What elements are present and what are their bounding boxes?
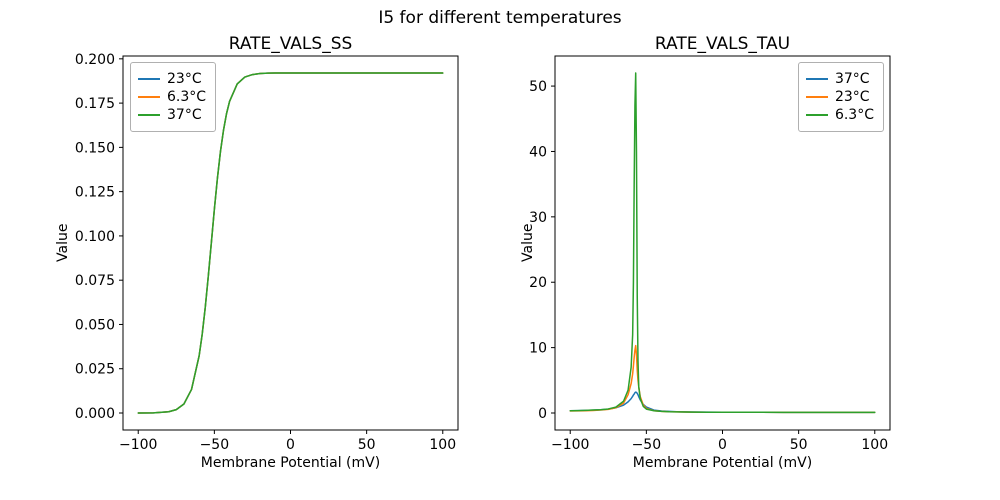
axes-frame-tau — [554, 55, 891, 431]
y-tick-label-ss: 0.050 — [75, 317, 115, 333]
y-tick-label-tau: 10 — [529, 341, 547, 357]
y-tick-label-ss: 0.150 — [75, 140, 115, 156]
legend-item: 37°C — [805, 71, 874, 87]
x-axis-label-tau: Membrane Potential (mV) — [632, 455, 813, 471]
y-axis-label-tau: Value — [520, 223, 536, 263]
legend-tau: 37°C 23°C 6.3°C — [797, 62, 884, 132]
y-tick-label-ss: 0.200 — [75, 52, 115, 68]
legend-line-swatch — [138, 78, 160, 80]
legend-line-swatch — [805, 78, 828, 80]
legend-line-swatch — [805, 114, 828, 116]
x-tick-label-ss: −50 — [200, 437, 230, 453]
y-tick-label-ss: 0.000 — [75, 406, 115, 422]
y-tick-label-tau: 40 — [529, 144, 547, 160]
legend-line-swatch — [138, 114, 160, 116]
y-tick-label-tau: 50 — [529, 79, 547, 95]
legend-item: 23°C — [805, 89, 874, 105]
legend-item: 37°C — [138, 108, 206, 122]
x-tick-label-tau: −50 — [632, 437, 662, 453]
series-line-6.3°C — [569, 72, 876, 414]
legend-ss: 23°C 6.3°C 37°C — [130, 62, 217, 132]
series-line-37°C — [137, 72, 444, 414]
legend-line-swatch — [138, 96, 160, 98]
y-tick-label-tau: 20 — [529, 275, 547, 291]
x-tick-label-tau: 50 — [790, 437, 808, 453]
legend-label: 23°C — [834, 89, 870, 105]
y-tick-label-tau: 30 — [529, 210, 547, 226]
x-tick-label-ss: 0 — [286, 437, 295, 453]
legend-label: 37°C — [167, 107, 202, 123]
y-axis-label-ss: Value — [55, 223, 71, 263]
legend-label: 37°C — [834, 71, 870, 87]
x-tick-label-tau: 100 — [861, 437, 888, 453]
legend-label: 6.3°C — [167, 89, 207, 105]
subplot-title-tau: RATE_VALS_TAU — [654, 34, 791, 54]
y-tick-label-ss: 0.100 — [75, 229, 115, 245]
legend-item: 6.3°C — [138, 90, 206, 104]
y-tick-label-tau: 0 — [538, 406, 547, 422]
axes-frame-ss — [122, 55, 459, 431]
x-tick-label-tau: −100 — [551, 437, 589, 453]
legend-item: 6.3°C — [805, 107, 874, 123]
y-tick-label-ss: 0.025 — [75, 362, 115, 378]
x-tick-label-ss: −100 — [119, 437, 157, 453]
legend-item: 23°C — [138, 72, 206, 86]
y-tick-label-ss: 0.175 — [75, 96, 115, 112]
figure-suptitle: I5 for different temperatures — [378, 8, 622, 28]
y-tick-label-ss: 0.075 — [75, 273, 115, 289]
series-line-23°C — [569, 344, 876, 414]
x-tick-label-tau: 0 — [718, 437, 727, 453]
x-axis-label-ss: Membrane Potential (mV) — [200, 455, 381, 471]
legend-label: 23°C — [167, 71, 202, 87]
x-tick-label-ss: 50 — [358, 437, 376, 453]
legend-label: 6.3°C — [834, 107, 874, 123]
series-line-37°C — [569, 391, 876, 414]
y-tick-label-ss: 0.125 — [75, 185, 115, 201]
subplot-title-ss: RATE_VALS_SS — [228, 34, 353, 54]
x-tick-label-ss: 100 — [429, 437, 456, 453]
legend-line-swatch — [805, 96, 828, 98]
